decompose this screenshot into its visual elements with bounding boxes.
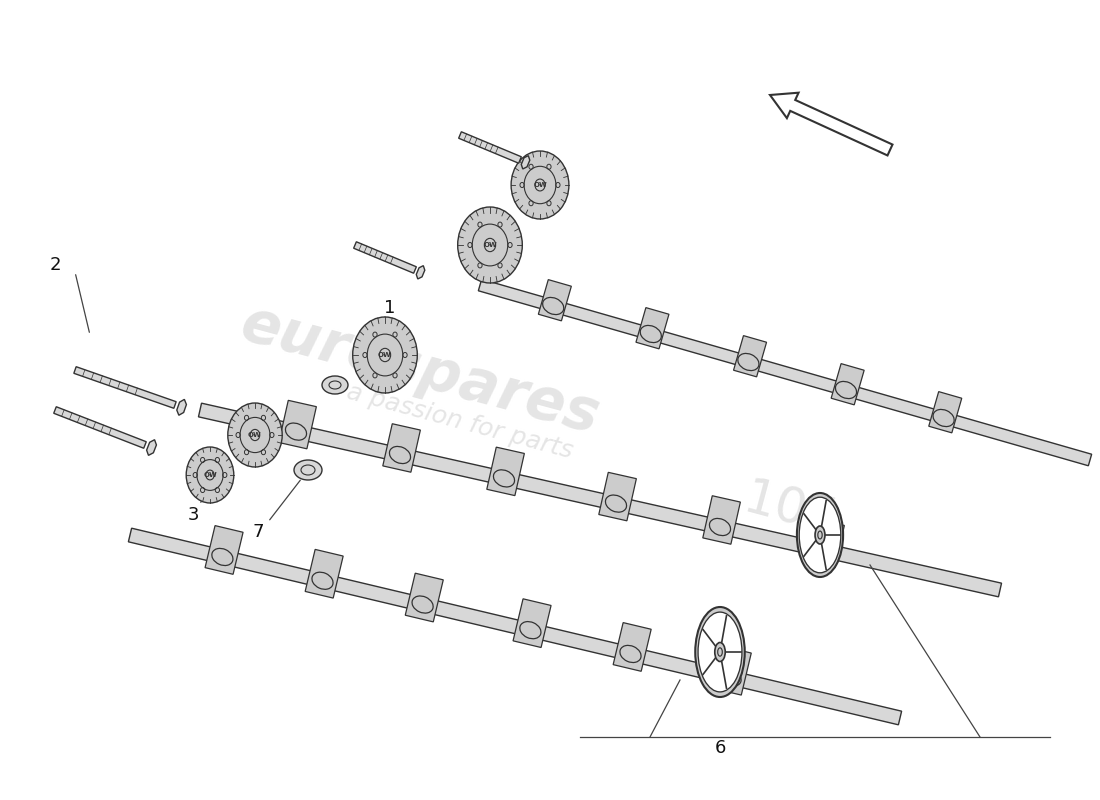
Polygon shape: [146, 440, 156, 455]
Ellipse shape: [294, 460, 322, 480]
Ellipse shape: [835, 382, 857, 398]
Text: 7: 7: [360, 329, 371, 347]
Ellipse shape: [710, 518, 730, 535]
Ellipse shape: [312, 572, 333, 590]
Polygon shape: [713, 646, 751, 695]
Ellipse shape: [512, 151, 569, 219]
Text: 105: 105: [738, 474, 843, 546]
Polygon shape: [383, 424, 420, 472]
Ellipse shape: [720, 669, 741, 686]
Polygon shape: [521, 156, 530, 169]
Text: 6: 6: [714, 739, 726, 757]
Polygon shape: [636, 308, 669, 349]
Polygon shape: [278, 400, 317, 449]
Ellipse shape: [412, 596, 433, 613]
Polygon shape: [459, 132, 521, 163]
Text: 2: 2: [50, 256, 60, 274]
Ellipse shape: [353, 317, 417, 393]
Polygon shape: [478, 279, 1091, 466]
Ellipse shape: [815, 526, 825, 544]
Polygon shape: [129, 528, 902, 725]
Ellipse shape: [698, 612, 741, 692]
Polygon shape: [54, 406, 146, 448]
Polygon shape: [416, 266, 425, 279]
Polygon shape: [487, 447, 525, 496]
Ellipse shape: [695, 607, 745, 697]
Polygon shape: [806, 519, 845, 568]
Polygon shape: [928, 392, 961, 433]
Ellipse shape: [228, 403, 283, 467]
Polygon shape: [832, 364, 865, 405]
Text: OW: OW: [204, 472, 217, 478]
Ellipse shape: [458, 207, 522, 283]
Ellipse shape: [640, 326, 661, 342]
Ellipse shape: [186, 447, 234, 503]
Ellipse shape: [715, 642, 725, 662]
Ellipse shape: [800, 497, 840, 573]
Ellipse shape: [605, 495, 627, 512]
Polygon shape: [513, 599, 551, 647]
Polygon shape: [613, 622, 651, 671]
Polygon shape: [205, 526, 243, 574]
Text: OW: OW: [378, 352, 392, 358]
Ellipse shape: [520, 622, 541, 638]
Polygon shape: [538, 280, 571, 321]
Polygon shape: [354, 242, 416, 274]
Ellipse shape: [212, 548, 233, 566]
Text: OW: OW: [534, 182, 547, 188]
Polygon shape: [734, 336, 767, 377]
Ellipse shape: [494, 470, 515, 487]
Text: OW: OW: [483, 242, 497, 248]
Polygon shape: [177, 399, 186, 415]
Ellipse shape: [813, 542, 835, 559]
Ellipse shape: [285, 423, 307, 440]
Ellipse shape: [738, 354, 759, 370]
Ellipse shape: [620, 646, 641, 662]
Text: eurospares: eurospares: [234, 294, 606, 446]
Polygon shape: [305, 550, 343, 598]
Polygon shape: [598, 472, 637, 521]
Polygon shape: [405, 573, 443, 622]
Ellipse shape: [796, 493, 843, 577]
Text: 3: 3: [187, 506, 199, 524]
Ellipse shape: [542, 298, 564, 314]
Text: 7: 7: [252, 523, 264, 541]
Ellipse shape: [933, 410, 954, 426]
Polygon shape: [703, 496, 740, 544]
Polygon shape: [198, 403, 1001, 597]
Ellipse shape: [389, 446, 410, 463]
Polygon shape: [74, 366, 176, 408]
Ellipse shape: [322, 376, 348, 394]
Text: 1: 1: [384, 299, 396, 317]
Text: a passion for parts: a passion for parts: [344, 380, 575, 464]
Text: OW: OW: [249, 432, 262, 438]
